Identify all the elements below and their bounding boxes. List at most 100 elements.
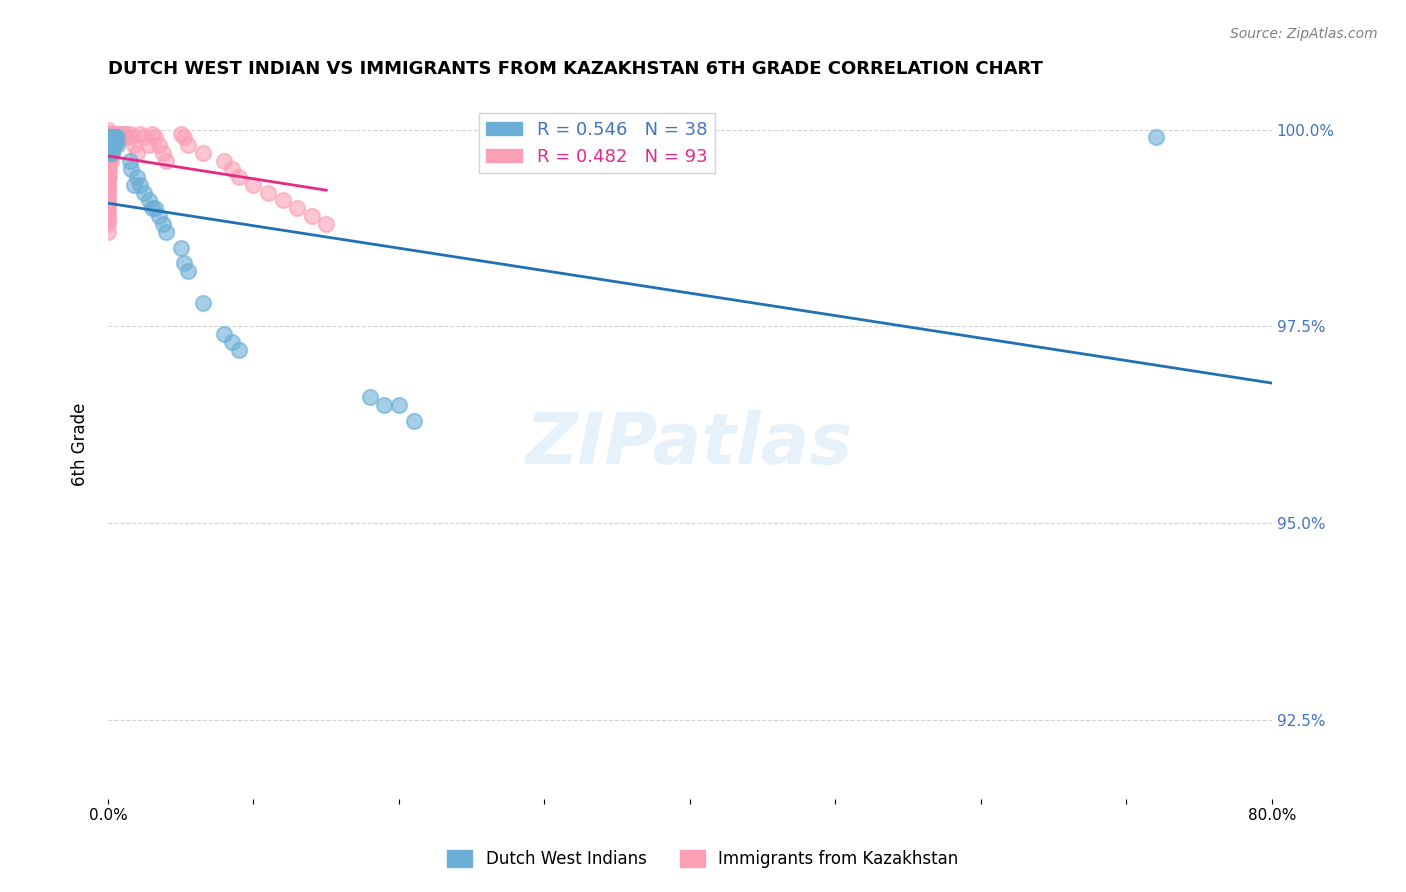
Point [170, 127, 193, 141]
Point [100, 146, 122, 161]
Text: Source: ZipAtlas.com: Source: ZipAtlas.com [1230, 27, 1378, 41]
Point [177, 264, 200, 278]
Point [122, 138, 145, 153]
Point [97, 171, 120, 186]
Point [359, 390, 381, 404]
Point [97, 140, 120, 154]
Point [97, 213, 120, 227]
Point [101, 146, 124, 161]
Point [97, 135, 120, 149]
Legend: R = 0.546   N = 38, R = 0.482   N = 93: R = 0.546 N = 38, R = 0.482 N = 93 [479, 113, 714, 173]
Point [97, 155, 120, 169]
Point [97, 166, 120, 180]
Point [108, 127, 131, 141]
Point [97, 197, 120, 211]
Point [120, 161, 142, 176]
Point [285, 202, 308, 216]
Point [97, 169, 120, 184]
Point [97, 182, 120, 196]
Point [103, 138, 125, 153]
Point [97, 186, 120, 200]
Point [105, 138, 128, 153]
Point [138, 138, 160, 153]
Point [97, 122, 120, 136]
Point [100, 127, 122, 141]
Point [100, 146, 122, 161]
Point [97, 195, 120, 210]
Point [134, 130, 156, 145]
Point [98, 127, 121, 141]
Point [155, 225, 177, 239]
Point [103, 130, 125, 145]
Text: ZIPatlas: ZIPatlas [526, 410, 853, 479]
Text: DUTCH WEST INDIAN VS IMMIGRANTS FROM KAZAKHSTAN 6TH GRADE CORRELATION CHART: DUTCH WEST INDIAN VS IMMIGRANTS FROM KAZ… [108, 60, 1043, 78]
Point [97, 158, 120, 172]
Point [127, 169, 149, 184]
Point [143, 130, 166, 145]
Point [97, 161, 120, 176]
Point [101, 138, 124, 153]
Point [97, 130, 120, 145]
Point [97, 163, 120, 178]
Point [100, 154, 122, 169]
Point [242, 178, 264, 192]
Point [97, 187, 120, 202]
Point [148, 209, 170, 223]
Point [97, 138, 120, 153]
Point [97, 178, 120, 192]
Point [98, 130, 121, 145]
Point [257, 186, 280, 200]
Point [98, 161, 121, 176]
Point [141, 202, 163, 216]
Point [141, 127, 163, 141]
Point [214, 154, 236, 169]
Point [104, 130, 127, 145]
Point [271, 194, 294, 208]
Point [97, 174, 120, 188]
Point [97, 154, 120, 169]
Point [152, 146, 174, 161]
Point [173, 256, 195, 270]
Point [97, 150, 120, 164]
Point [221, 335, 243, 350]
Point [101, 130, 124, 145]
Point [402, 414, 425, 428]
Point [143, 202, 166, 216]
Point [120, 130, 142, 145]
Point [100, 130, 122, 145]
Point [97, 153, 120, 167]
Point [373, 398, 395, 412]
Point [97, 142, 120, 156]
Point [138, 194, 160, 208]
Point [98, 138, 121, 153]
Point [152, 217, 174, 231]
Point [111, 130, 134, 145]
Point [105, 130, 128, 145]
Point [97, 225, 120, 239]
Point [98, 146, 121, 161]
Point [103, 138, 125, 153]
Point [107, 130, 129, 145]
Point [97, 130, 120, 145]
Point [97, 192, 120, 206]
Point [112, 130, 135, 145]
Point [1144, 130, 1167, 145]
Point [97, 205, 120, 219]
Point [129, 178, 152, 192]
Point [301, 209, 323, 223]
Point [127, 146, 149, 161]
Point [112, 127, 135, 141]
Point [105, 130, 128, 145]
Point [98, 130, 121, 145]
Point [101, 127, 124, 141]
Point [111, 127, 134, 141]
Point [228, 343, 250, 357]
Point [103, 130, 125, 145]
Point [97, 217, 120, 231]
Point [101, 130, 124, 145]
Point [97, 138, 120, 153]
Point [221, 161, 243, 176]
Point [118, 154, 141, 169]
Point [100, 138, 122, 153]
Point [170, 241, 193, 255]
